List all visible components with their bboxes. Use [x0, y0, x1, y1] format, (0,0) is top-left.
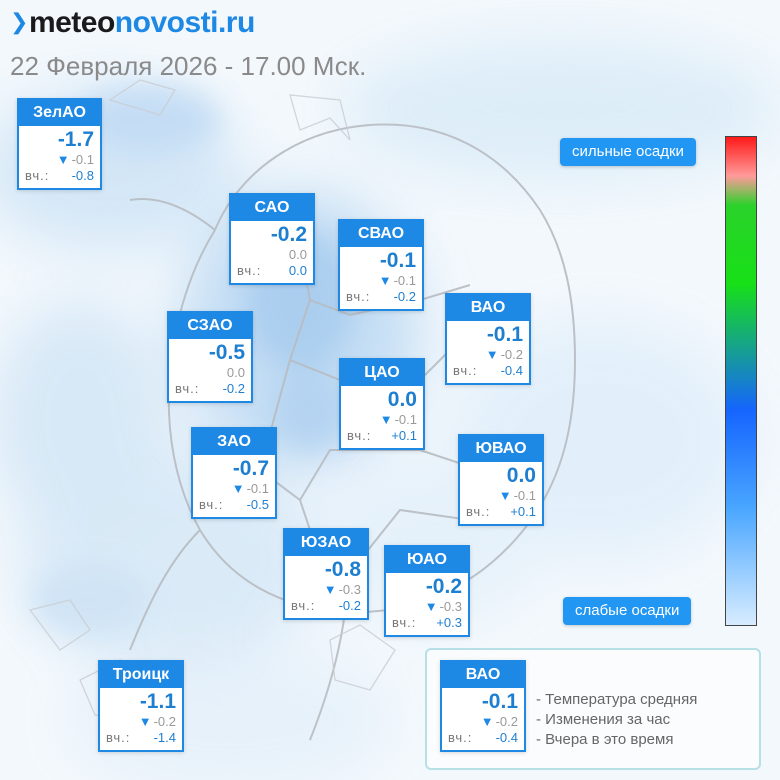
district-name: ЮЗАО: [285, 530, 367, 556]
legend-example-temperature: -0.1: [481, 690, 518, 713]
down-triangle-icon: ▼: [56, 152, 70, 167]
district-name: ЮВАО: [460, 436, 542, 462]
hourly-change-value: -0.3: [338, 582, 361, 597]
legend-example-yesterday-label: вч.:: [448, 730, 473, 745]
yesterday-label: вч.:: [175, 381, 200, 396]
yesterday-value: -0.2: [222, 381, 245, 396]
district-name: ЗелАО: [19, 100, 100, 126]
yesterday-label: вч.:: [237, 263, 262, 278]
yesterday-value: -0.2: [338, 598, 361, 613]
yesterday-label: вч.:: [453, 363, 478, 378]
hourly-change-value: 0.0: [226, 365, 245, 380]
district-card-szao[interactable]: СЗАО -0.5 0.0 вч.: -0.2: [167, 311, 253, 403]
hourly-change-value: -0.2: [500, 347, 523, 362]
hourly-change-value: -0.1: [513, 488, 536, 503]
legend-example-change: -0.2: [495, 714, 518, 729]
yesterday-value: -0.4: [500, 363, 523, 378]
down-triangle-icon: ▼: [231, 481, 245, 496]
yesterday-value: +0.1: [510, 504, 536, 519]
legend-line-yesterday: - Вчера в это время: [536, 731, 674, 748]
yesterday-value: -0.8: [71, 168, 94, 183]
yesterday-label: вч.:: [346, 289, 371, 304]
hourly-change-value: -0.1: [393, 273, 416, 288]
legend-descriptions: - Температура средняя - Изменения за час…: [536, 690, 697, 750]
temperature-value: -0.7: [232, 457, 269, 480]
logo-mark-icon: ❯: [10, 9, 28, 34]
district-name: СВАО: [340, 221, 422, 247]
district-card-sao[interactable]: САО -0.2 0.0 вч.: 0.0: [229, 193, 315, 285]
yesterday-value: 0.0: [288, 263, 307, 278]
temperature-value: 0.0: [506, 464, 536, 487]
district-name: ЗАО: [193, 429, 275, 455]
temperature-value: 0.0: [387, 388, 417, 411]
yesterday-value: +0.1: [391, 428, 417, 443]
legend-example-name: ВАО: [442, 662, 524, 688]
down-triangle-icon: ▼: [379, 412, 393, 427]
district-name: САО: [231, 195, 313, 221]
district-card-troick[interactable]: Троицк -1.1 ▼ -0.2 вч.: -1.4: [98, 660, 184, 752]
hourly-change-value: -0.1: [394, 412, 417, 427]
down-triangle-icon: ▼: [424, 599, 438, 614]
district-name: ВАО: [447, 295, 529, 321]
district-name: СЗАО: [169, 313, 251, 339]
yesterday-label: вч.:: [466, 504, 491, 519]
hourly-change-value: -0.1: [71, 152, 94, 167]
temperature-value: -0.2: [270, 223, 307, 246]
date-time-heading: 22 Февраля 2026 - 17.00 Мск.: [10, 51, 367, 81]
district-card-yuvao[interactable]: ЮВАО 0.0 ▼ -0.1 вч.: +0.1: [458, 434, 544, 526]
down-triangle-icon: ▼: [323, 582, 337, 597]
district-card-yuzao[interactable]: ЮЗАО -0.8 ▼ -0.3 вч.: -0.2: [283, 528, 369, 620]
down-triangle-icon: ▼: [138, 714, 152, 729]
yesterday-value: -1.4: [153, 730, 176, 745]
district-name: Троицк: [100, 662, 182, 688]
temperature-value: -0.5: [208, 341, 245, 364]
strong-precipitation-label: сильные осадки: [560, 138, 696, 166]
legend-line-hourly-change: - Изменения за час: [536, 711, 671, 728]
temperature-value: -0.2: [425, 575, 462, 598]
district-card-vao[interactable]: ВАО -0.1 ▼ -0.2 вч.: -0.4: [445, 293, 531, 385]
temperature-value: -1.7: [57, 128, 94, 151]
yesterday-label: вч.:: [347, 428, 372, 443]
hourly-change-value: -0.1: [246, 481, 269, 496]
legend-example-yesterday: -0.4: [495, 730, 518, 745]
logo-suffix: novosti.ru: [114, 6, 256, 39]
down-triangle-icon: ▼: [498, 488, 512, 503]
yesterday-value: -0.2: [393, 289, 416, 304]
hourly-change-value: -0.2: [153, 714, 176, 729]
temperature-value: -0.1: [486, 323, 523, 346]
down-triangle-icon: ▼: [480, 714, 494, 729]
district-name: ЦАО: [341, 360, 423, 386]
district-card-yuao[interactable]: ЮАО -0.2 ▼ -0.3 вч.: +0.3: [384, 545, 470, 637]
temperature-value: -1.1: [139, 690, 176, 713]
yesterday-label: вч.:: [25, 168, 50, 183]
yesterday-label: вч.:: [199, 497, 224, 512]
legend-line-average-temp: - Температура средняя: [536, 691, 698, 708]
district-card-cao[interactable]: ЦАО 0.0 ▼ -0.1 вч.: +0.1: [339, 358, 425, 450]
yesterday-label: вч.:: [392, 615, 417, 630]
yesterday-label: вч.:: [106, 730, 131, 745]
temperature-value: -0.1: [379, 249, 416, 272]
legend-example-card: ВАО -0.1 ▼ -0.2 вч.: -0.4: [440, 660, 526, 752]
hourly-change-value: 0.0: [288, 247, 307, 262]
logo-prefix: meteo: [28, 6, 115, 39]
temperature-value: -0.8: [324, 558, 361, 581]
district-card-zao[interactable]: ЗАО -0.7 ▼ -0.1 вч.: -0.5: [191, 427, 277, 519]
district-card-svao[interactable]: СВАО -0.1 ▼ -0.1 вч.: -0.2: [338, 219, 424, 311]
weak-precipitation-label: слабые осадки: [563, 597, 692, 625]
down-triangle-icon: ▼: [485, 347, 499, 362]
down-triangle-icon: ▼: [378, 273, 392, 288]
yesterday-value: +0.3: [436, 615, 462, 630]
precipitation-scale-bar: [725, 136, 757, 626]
site-logo[interactable]: ❯meteonovosti.ru: [10, 6, 255, 40]
yesterday-value: -0.5: [246, 497, 269, 512]
yesterday-label: вч.:: [291, 598, 316, 613]
district-card-zelao[interactable]: ЗелАО -1.7 ▼ -0.1 вч.: -0.8: [17, 98, 102, 190]
district-name: ЮАО: [386, 547, 468, 573]
hourly-change-value: -0.3: [439, 599, 462, 614]
